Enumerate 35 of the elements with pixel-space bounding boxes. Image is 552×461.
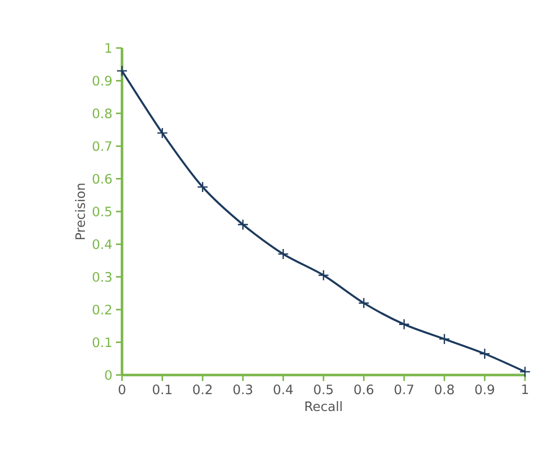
x-tick-label: 0.5 — [314, 384, 333, 394]
y-tick-label: 1 — [106, 43, 112, 53]
point — [358, 297, 370, 309]
y-tick-label: 0.3 — [92, 272, 112, 282]
y-tick-label: 0.6 — [92, 174, 112, 184]
point — [519, 366, 531, 378]
x-tick-label: 1 — [522, 384, 528, 394]
y-tick-label: 0.8 — [92, 108, 112, 118]
y-tick-label: 0.9 — [92, 76, 112, 86]
x-tick-label: 0.4 — [274, 384, 293, 394]
x-tick-label: 0 — [118, 384, 126, 394]
point — [479, 348, 490, 360]
point — [398, 318, 410, 330]
point — [438, 333, 450, 345]
point — [278, 248, 289, 260]
y-tick-label: 0.4 — [92, 239, 112, 250]
y-tick-label: 0.1 — [92, 337, 112, 348]
x-axis-title: Recall — [305, 401, 342, 412]
x-tick-label: 0.3 — [233, 384, 252, 394]
x-tick-label: 0.6 — [354, 384, 374, 394]
point — [237, 218, 249, 230]
x-tick-label: 0.7 — [394, 384, 414, 394]
x-tick-label: 0.2 — [193, 384, 212, 394]
y-tick-label: 0.5 — [92, 206, 112, 216]
point — [196, 181, 208, 193]
y-tick-label: 0.7 — [92, 141, 112, 151]
x-tick-label: 0.9 — [475, 384, 494, 394]
y-tick-label: 0 — [105, 370, 112, 380]
y-tick-label: 0.2 — [92, 304, 112, 314]
point — [116, 65, 128, 77]
y-axis-title: Precision — [75, 184, 86, 240]
point — [318, 270, 330, 281]
point — [156, 127, 168, 139]
x-tick-label: 0.8 — [434, 384, 454, 394]
x-tick-label: 0.1 — [152, 384, 172, 394]
